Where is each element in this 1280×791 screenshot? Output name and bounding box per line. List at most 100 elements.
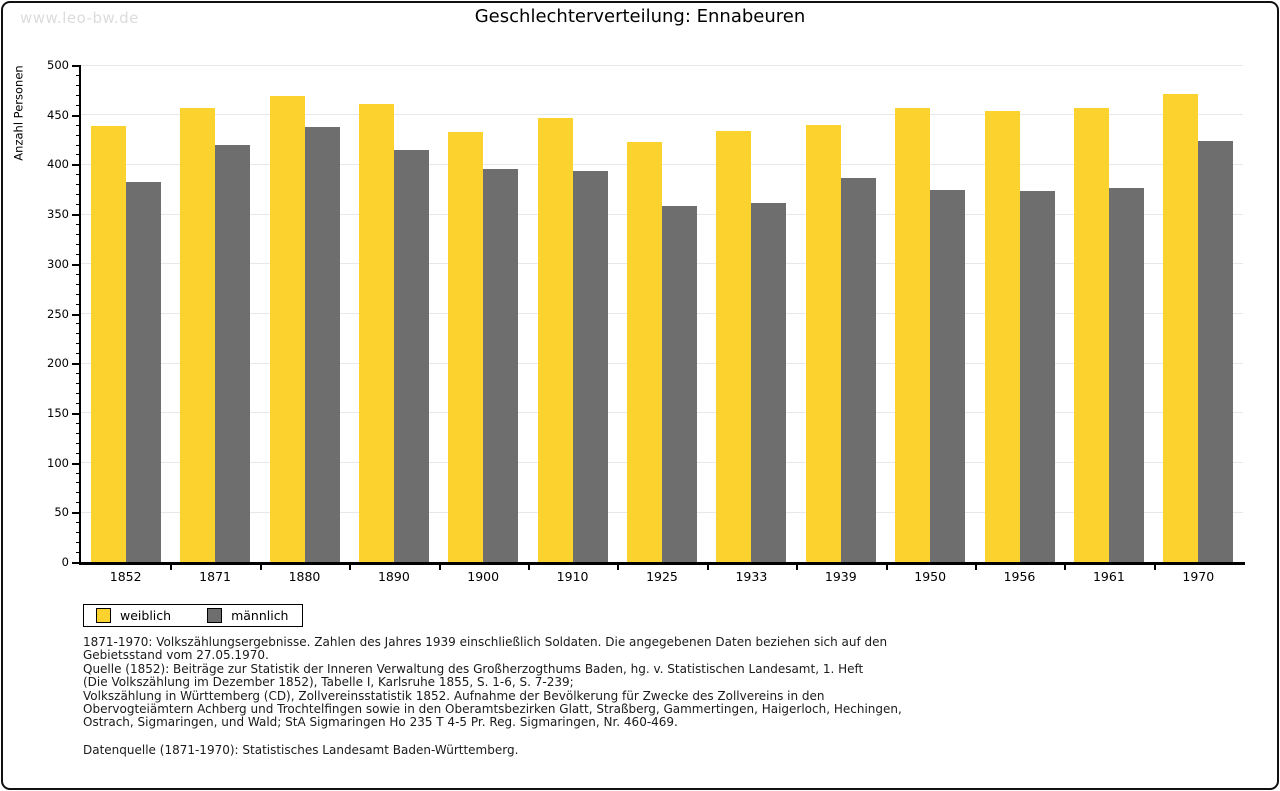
bar-weiblich-1950 xyxy=(895,107,931,562)
legend-label-maennlich: männlich xyxy=(231,608,289,623)
y-minor-tick-210 xyxy=(76,353,80,355)
y-minor-tick-240 xyxy=(76,323,80,325)
y-major-tick-150 xyxy=(72,412,80,415)
watermark: www.leo-bw.de xyxy=(20,9,139,27)
bar-weiblich-1961 xyxy=(1073,107,1109,562)
y-minor-tick-140 xyxy=(76,422,80,424)
gridline-400 xyxy=(81,163,1243,165)
bar-weiblich-1852 xyxy=(90,125,126,562)
x-tick-label-1939: 1939 xyxy=(824,569,857,584)
bar-weiblich-1933 xyxy=(716,130,752,562)
y-major-tick-0 xyxy=(72,562,80,564)
bar-männlich-1910 xyxy=(572,171,608,562)
bar-weiblich-1970 xyxy=(1163,93,1199,562)
source-notes: 1871-1970: Volkszählungsergebnisse. Zahl… xyxy=(83,635,902,730)
y-minor-tick-180 xyxy=(76,383,80,385)
y-major-tick-200 xyxy=(72,363,80,366)
data-source-note: Datenquelle (1871-1970): Statistisches L… xyxy=(83,743,519,757)
y-minor-tick-130 xyxy=(76,432,80,434)
y-tick-label-450: 450 xyxy=(47,107,69,122)
y-minor-tick-470 xyxy=(76,94,80,96)
y-tick-label-350: 350 xyxy=(47,207,69,222)
bar-weiblich-1890 xyxy=(358,103,394,562)
bar-weiblich-1900 xyxy=(448,131,484,562)
y-tick-label-250: 250 xyxy=(47,306,69,321)
bar-männlich-1871 xyxy=(215,144,251,562)
bar-weiblich-1925 xyxy=(627,141,662,562)
y-major-tick-400 xyxy=(72,164,80,167)
y-major-tick-300 xyxy=(72,263,80,266)
y-minor-tick-460 xyxy=(76,104,80,106)
y-minor-tick-440 xyxy=(76,124,80,126)
y-minor-tick-430 xyxy=(76,134,80,136)
bar-weiblich-1910 xyxy=(537,117,573,562)
y-minor-tick-10 xyxy=(76,552,80,554)
y-tick-label-100: 100 xyxy=(47,455,69,470)
y-minor-tick-490 xyxy=(76,74,80,76)
y-minor-tick-280 xyxy=(76,283,80,285)
bar-männlich-1925 xyxy=(662,206,697,562)
y-tick-label-150: 150 xyxy=(47,405,69,420)
x-tick-label-1961: 1961 xyxy=(1092,569,1125,584)
x-tick-1880 xyxy=(259,565,262,570)
chart-title: Geschlechterverteilung: Ennabeuren xyxy=(474,6,806,27)
y-axis-line xyxy=(79,65,81,565)
bar-männlich-1956 xyxy=(1019,191,1055,562)
bar-weiblich-1956 xyxy=(984,110,1020,562)
x-tick-label-1956: 1956 xyxy=(1003,569,1036,584)
y-minor-tick-230 xyxy=(76,333,80,335)
x-tick-1871 xyxy=(170,565,173,570)
y-minor-tick-480 xyxy=(76,84,80,86)
x-tick-1939 xyxy=(796,565,799,570)
x-tick-1910 xyxy=(527,565,530,570)
gridline-500 xyxy=(81,64,1243,66)
y-major-tick-450 xyxy=(72,114,80,117)
y-minor-tick-70 xyxy=(76,492,80,494)
bar-weiblich-1871 xyxy=(180,107,216,562)
y-major-tick-500 xyxy=(72,65,80,67)
bar-männlich-1950 xyxy=(930,190,966,562)
x-tick-1900 xyxy=(438,565,441,570)
y-minor-tick-190 xyxy=(76,373,80,375)
y-major-tick-50 xyxy=(72,512,80,515)
legend-swatch-maennlich xyxy=(207,608,223,623)
legend: weiblich männlich xyxy=(83,604,304,627)
x-axis-line xyxy=(79,562,1245,565)
y-minor-tick-60 xyxy=(76,502,80,504)
x-tick-label-1880: 1880 xyxy=(288,569,321,584)
y-minor-tick-330 xyxy=(76,233,80,235)
x-tick-label-1871: 1871 xyxy=(199,569,231,584)
y-minor-tick-260 xyxy=(76,303,80,305)
x-tick-label-1910: 1910 xyxy=(556,569,589,584)
y-minor-tick-90 xyxy=(76,472,80,474)
x-tick-1961 xyxy=(1064,565,1067,570)
bar-männlich-1890 xyxy=(393,149,429,562)
y-minor-tick-340 xyxy=(76,224,80,226)
bar-männlich-1880 xyxy=(304,126,340,562)
y-major-tick-250 xyxy=(72,313,80,316)
bar-männlich-1900 xyxy=(483,169,519,562)
y-minor-tick-310 xyxy=(76,253,80,255)
x-tick-1950 xyxy=(885,565,888,570)
y-minor-tick-290 xyxy=(76,273,80,275)
y-minor-tick-410 xyxy=(76,154,80,156)
x-tick-1933 xyxy=(706,565,709,570)
y-minor-tick-20 xyxy=(76,542,80,544)
y-tick-label-400: 400 xyxy=(47,157,69,172)
y-minor-tick-170 xyxy=(76,393,80,395)
y-minor-tick-360 xyxy=(76,204,80,206)
y-minor-tick-80 xyxy=(76,482,80,484)
y-minor-tick-320 xyxy=(76,243,80,245)
x-tick-label-1890: 1890 xyxy=(377,569,410,584)
y-minor-tick-420 xyxy=(76,144,80,146)
y-major-tick-100 xyxy=(72,462,80,465)
x-tick-label-1950: 1950 xyxy=(914,569,947,584)
y-minor-tick-390 xyxy=(76,174,80,176)
gridline-450 xyxy=(81,114,1243,116)
bar-weiblich-1880 xyxy=(269,95,305,562)
bar-weiblich-1939 xyxy=(805,124,841,562)
x-tick-1956 xyxy=(974,565,977,570)
y-minor-tick-40 xyxy=(76,522,80,524)
x-tick-1970 xyxy=(1153,565,1156,570)
